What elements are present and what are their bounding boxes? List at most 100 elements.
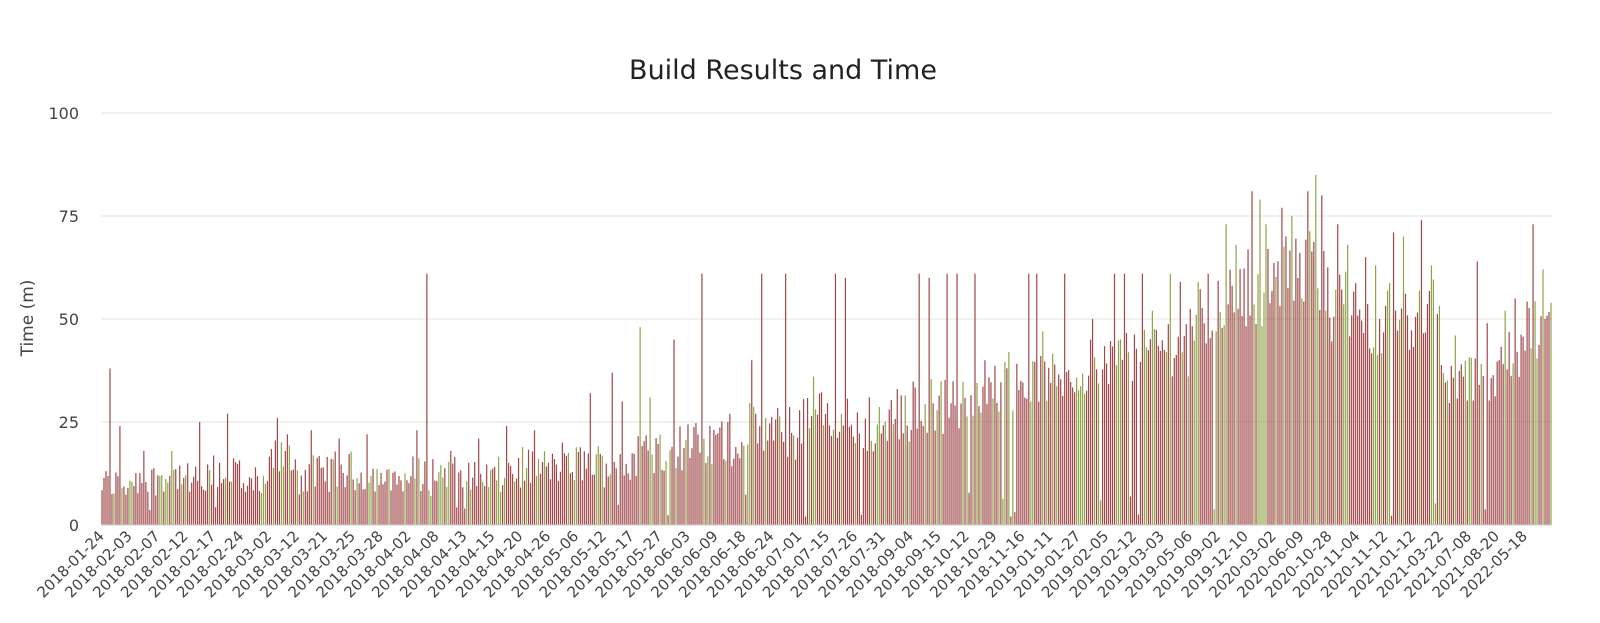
build-bar[interactable] [1020,380,1022,525]
build-bar[interactable] [1187,376,1189,525]
build-bar[interactable] [428,490,430,525]
build-bar[interactable] [964,397,966,525]
build-bar[interactable] [372,468,374,525]
build-bar[interactable] [135,473,137,525]
build-bar[interactable] [320,467,322,525]
build-bar[interactable] [637,436,639,525]
build-bar[interactable] [1365,257,1367,525]
build-bar[interactable] [336,486,338,525]
build-bar[interactable] [1361,320,1363,525]
build-bar[interactable] [1454,335,1456,525]
build-bar[interactable] [187,463,189,525]
build-bar[interactable] [1398,319,1401,525]
build-bar[interactable] [1215,331,1217,525]
build-bar[interactable] [896,389,898,525]
build-bar[interactable] [392,472,394,525]
build-bar[interactable] [1191,326,1193,525]
build-bar[interactable] [902,433,904,525]
build-bar[interactable] [388,468,390,525]
build-bar[interactable] [996,402,998,525]
build-bar[interactable] [571,472,573,525]
build-bar[interactable] [539,473,542,525]
build-bar[interactable] [1420,220,1423,525]
build-bar[interactable] [1450,365,1452,525]
build-bar[interactable] [1548,311,1550,525]
build-bar[interactable] [1018,390,1020,525]
build-bar[interactable] [795,459,797,525]
build-bar[interactable] [793,435,795,525]
build-bar[interactable] [882,425,884,525]
build-bar[interactable] [547,462,550,525]
build-bar[interactable] [791,432,793,525]
build-bar[interactable] [1137,514,1140,525]
build-bar[interactable] [840,414,843,525]
build-bar[interactable] [228,481,231,525]
build-bar[interactable] [436,481,438,525]
build-bar[interactable] [523,480,526,525]
build-bar[interactable] [858,433,860,525]
build-bar[interactable] [137,493,139,525]
build-bar[interactable] [414,478,416,525]
build-bar[interactable] [1430,265,1433,525]
build-bar[interactable] [1175,354,1177,525]
build-bar[interactable] [850,424,853,525]
build-bar[interactable] [286,434,288,525]
build-bar[interactable] [1534,301,1536,525]
build-bar[interactable] [868,397,870,525]
build-bar[interactable] [382,484,384,525]
build-bar[interactable] [751,360,753,525]
build-bar[interactable] [663,470,665,525]
build-bar[interactable] [1542,269,1544,525]
build-bar[interactable] [310,430,312,525]
build-bar[interactable] [1173,358,1175,525]
build-bar[interactable] [1281,207,1283,525]
build-bar[interactable] [364,489,366,525]
build-bar[interactable] [314,486,316,525]
build-bar[interactable] [205,490,207,525]
build-bar[interactable] [1233,312,1235,525]
build-bar[interactable] [1410,330,1413,525]
build-bar[interactable] [376,469,378,525]
build-bar[interactable] [739,458,741,525]
build-bar[interactable] [1024,397,1026,525]
build-bar[interactable] [1440,365,1442,525]
build-bar[interactable] [1259,199,1261,525]
build-bar[interactable] [894,418,896,525]
build-bar[interactable] [344,487,346,525]
build-bar[interactable] [432,459,434,525]
build-bar[interactable] [1285,236,1287,525]
build-bar[interactable] [1275,276,1277,525]
build-bar[interactable] [635,475,637,525]
build-bar[interactable] [1068,370,1070,525]
build-bar[interactable] [753,406,755,525]
build-bar[interactable] [244,491,247,525]
build-bar[interactable] [589,393,591,525]
build-bar[interactable] [1532,224,1534,526]
build-bar[interactable] [1500,346,1502,525]
build-bar[interactable] [1028,273,1030,525]
build-bar[interactable] [1480,363,1482,525]
build-bar[interactable] [1062,396,1064,525]
build-bar[interactable] [1359,309,1361,525]
build-bar[interactable] [1004,362,1006,525]
build-bar[interactable] [1030,401,1032,525]
build-bar[interactable] [1418,290,1421,525]
build-bar[interactable] [1291,216,1293,525]
build-bar[interactable] [1396,330,1399,525]
build-bar[interactable] [1261,326,1263,525]
build-bar[interactable] [424,461,426,526]
build-bar[interactable] [191,482,193,525]
build-bar[interactable] [826,403,829,525]
build-bar[interactable] [1265,224,1267,526]
build-bar[interactable] [1466,400,1468,525]
build-bar[interactable] [322,467,324,525]
build-bar[interactable] [1323,250,1325,526]
build-bar[interactable] [502,485,504,525]
build-bar[interactable] [442,477,444,525]
build-bar[interactable] [1088,375,1090,525]
build-bar[interactable] [328,491,330,525]
build-bar[interactable] [1093,357,1096,525]
build-bar[interactable] [482,481,484,525]
build-bar[interactable] [1295,238,1297,525]
build-bar[interactable] [350,451,352,525]
